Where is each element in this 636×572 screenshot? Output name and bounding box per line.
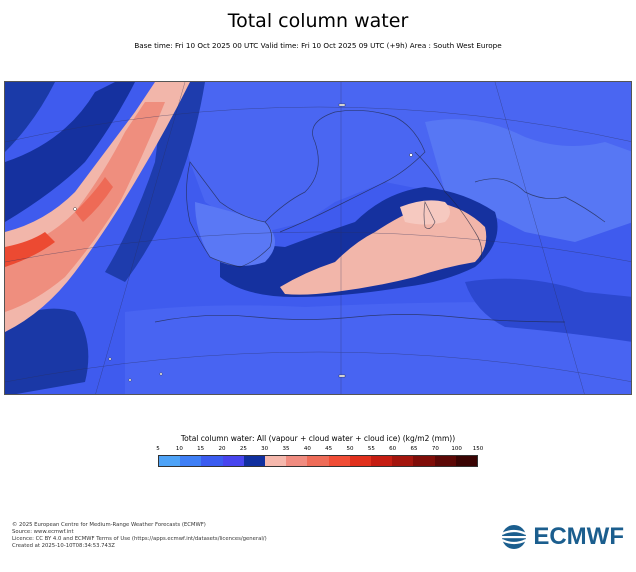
- legend-colorbar: [158, 455, 478, 467]
- field-navy-band: [5, 82, 135, 222]
- field-pink-sardinia: [400, 200, 450, 225]
- legend-tick-label: 35: [282, 446, 290, 452]
- page-title: Total column water: [227, 10, 409, 32]
- legend-tick-label: 150: [472, 446, 484, 452]
- legend-ticks: 5 10 15 20 25 30 35 40 45 50 55 60 65 70 100 150: [156, 446, 483, 455]
- legend-tick-label: 15: [197, 446, 205, 452]
- legend-swatch: [371, 456, 393, 466]
- credit-line-licence: Licence: CC BY 4.0 and ECMWF Terms of Us…: [12, 536, 267, 542]
- legend-tick-label: 20: [218, 446, 226, 452]
- legend-tick-label: 10: [175, 446, 183, 452]
- legend-swatch: [180, 456, 202, 466]
- field-navy-sw: [5, 308, 89, 394]
- legend-swatch: [392, 456, 414, 466]
- ecmwf-logo[interactable]: ECMWF: [499, 523, 624, 550]
- legend-tick-label: 25: [239, 446, 247, 452]
- legend-tick-label: 100: [451, 446, 462, 452]
- credits: © 2025 European Centre for Medium-Range …: [12, 522, 267, 550]
- legend-tick-label: 55: [367, 446, 375, 452]
- map-panel[interactable]: [4, 81, 632, 395]
- islands: [73, 103, 413, 382]
- field-river-core: [5, 232, 55, 267]
- legend-swatch: [307, 456, 329, 466]
- field-region-balkans: [425, 119, 631, 242]
- legend-swatch: [286, 456, 308, 466]
- field-navy-iberia-west: [105, 82, 205, 282]
- field-navy-nw: [5, 82, 55, 152]
- field-central-med: [465, 278, 631, 342]
- graticule: [5, 82, 631, 394]
- legend-swatch: [222, 456, 244, 466]
- legend-swatch: [328, 456, 350, 466]
- legend-swatch: [159, 456, 181, 466]
- field-pink-mediterranean: [280, 202, 487, 295]
- legend-tick-label: 65: [410, 446, 418, 452]
- credit-line-copyright: © 2025 European Centre for Medium-Range …: [12, 522, 206, 528]
- legend-title: Total column water: All (vapour + cloud …: [180, 434, 456, 443]
- legend-swatch: [413, 456, 435, 466]
- field-river-core2: [75, 177, 113, 222]
- legend-swatch: [434, 456, 456, 466]
- legend-tick-label: 60: [389, 446, 397, 452]
- legend-swatch: [243, 456, 266, 466]
- legend-swatch: [201, 456, 223, 466]
- credit-line-source: Source: www.ecmwf.int: [12, 529, 74, 535]
- legend-swatch: [349, 456, 372, 466]
- page-subtitle: Base time: Fri 10 Oct 2025 00 UTC Valid …: [134, 41, 502, 50]
- legend-tick-label: 70: [431, 446, 439, 452]
- legend-tick-label: 45: [325, 446, 333, 452]
- ecmwf-logo-icon: [501, 525, 527, 549]
- legend-tick-label: 30: [261, 446, 269, 452]
- field-region-europe: [175, 82, 631, 232]
- legend-tick-label: 50: [346, 446, 354, 452]
- coastlines: [154, 110, 606, 323]
- legend-tick-label: 5: [156, 446, 160, 452]
- credit-line-created: Created at 2025-10-10T08:34:53.743Z: [12, 543, 115, 549]
- logo-text: ECMWF: [533, 523, 624, 550]
- map-image: [5, 82, 631, 394]
- legend-tick-label: 40: [303, 446, 311, 452]
- legend-swatch: [455, 456, 478, 466]
- legend-swatch: [265, 456, 287, 466]
